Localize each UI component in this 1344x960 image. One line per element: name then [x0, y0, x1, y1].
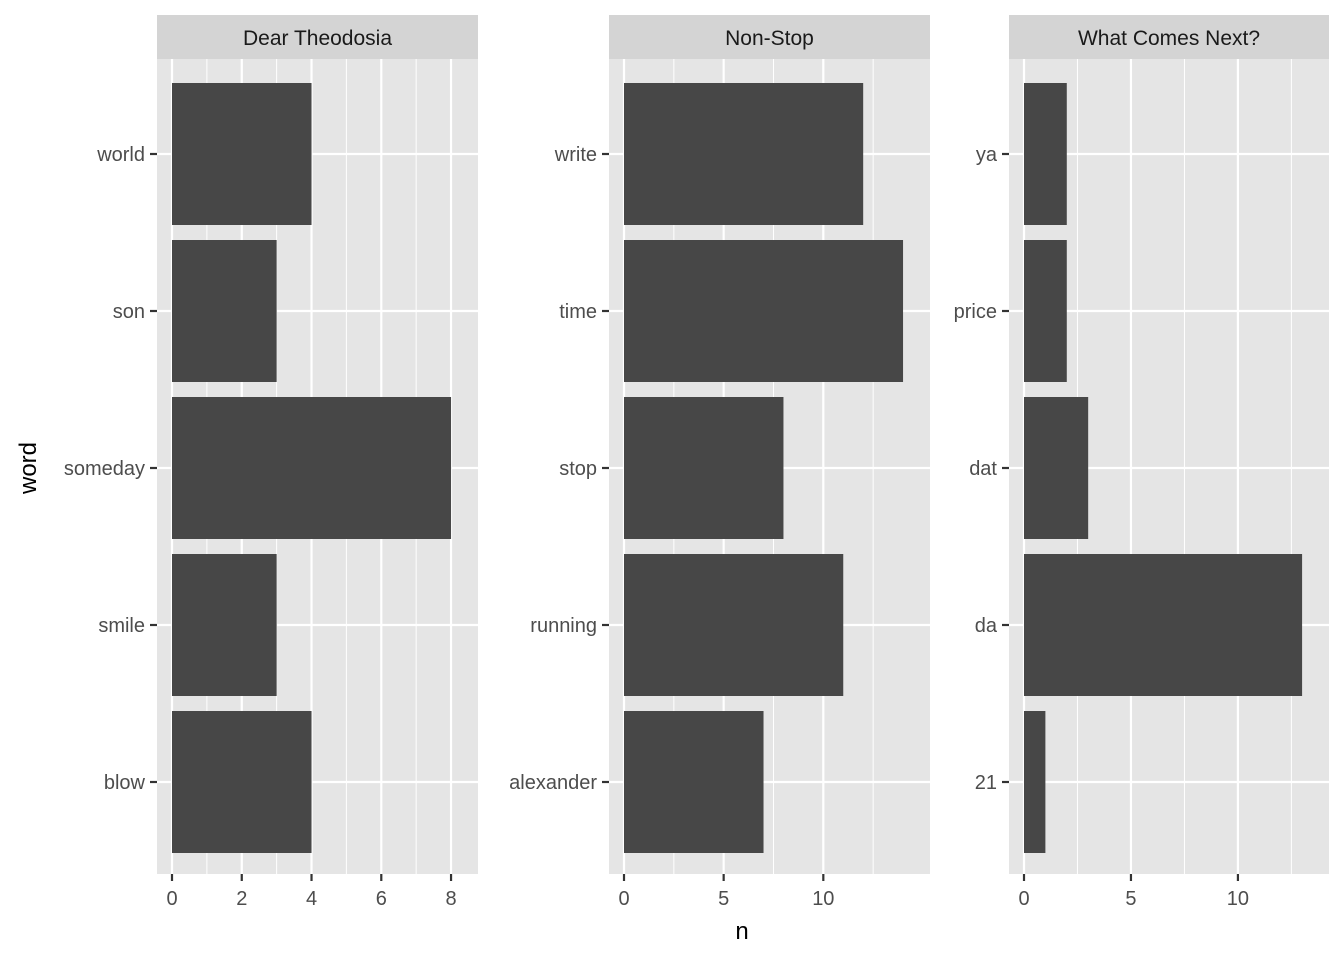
bar-ya: [1024, 83, 1067, 225]
y-tick-label: ya: [976, 144, 998, 166]
bar-smile: [172, 554, 277, 696]
x-tick-label: 5: [718, 888, 729, 910]
y-tick-label: price: [954, 301, 997, 323]
y-tick-label: world: [96, 144, 145, 166]
x-tick-label: 4: [306, 888, 317, 910]
y-tick-label: stop: [559, 458, 597, 480]
bar-running: [624, 554, 844, 696]
y-tick-label: son: [113, 301, 145, 323]
x-tick-label: 10: [812, 888, 834, 910]
x-tick-label: 2: [236, 888, 247, 910]
bar-blow: [172, 711, 312, 853]
facet-title: Dear Theodosia: [243, 27, 392, 50]
bar-alexander: [624, 711, 764, 853]
y-tick-label: someday: [64, 458, 145, 480]
x-tick-label: 0: [166, 888, 177, 910]
x-tick-label: 10: [1227, 888, 1249, 910]
bar-time: [624, 240, 904, 382]
y-tick-label: 21: [975, 772, 997, 794]
x-tick-label: 0: [618, 888, 629, 910]
bar-dat: [1024, 397, 1089, 539]
y-tick-label: running: [530, 615, 597, 637]
y-tick-label: da: [975, 615, 998, 637]
x-tick-label: 0: [1018, 888, 1029, 910]
x-tick-label: 5: [1125, 888, 1136, 910]
y-tick-label: dat: [969, 458, 997, 480]
facet-panel: Non-Stop write time stop running alexander 0 5 1…: [509, 15, 930, 910]
bar-da: [1024, 554, 1303, 696]
bar-stop: [624, 397, 784, 539]
facet-panel: Dear Theodosia world son someday smile blow 0 2…: [64, 15, 478, 910]
facet-strip: [1009, 15, 1329, 59]
x-tick-label: 6: [376, 888, 387, 910]
y-tick-label: time: [559, 301, 597, 323]
y-tick-label: blow: [104, 772, 146, 794]
bar-world: [172, 83, 312, 225]
bar-someday: [172, 397, 452, 539]
facet-panel: What Comes Next? ya price dat da 21 0 5 10: [954, 15, 1329, 910]
y-tick-label: smile: [98, 615, 145, 637]
y-tick-label: write: [554, 144, 597, 166]
y-tick-label: alexander: [509, 772, 597, 794]
facet-strip: [609, 15, 930, 59]
bar-price: [1024, 240, 1067, 382]
bar-21: [1024, 711, 1046, 853]
y-axis-title: word: [15, 442, 42, 495]
facet-strip: [157, 15, 478, 59]
panels-group: Dear Theodosia world son someday smile blow 0 2…: [64, 15, 1329, 910]
facet-title: Non-Stop: [725, 27, 814, 50]
x-axis-title: n: [735, 918, 748, 945]
facet-title: What Comes Next?: [1078, 27, 1260, 50]
x-tick-label: 8: [445, 888, 456, 910]
bar-write: [624, 83, 864, 225]
bar-son: [172, 240, 277, 382]
